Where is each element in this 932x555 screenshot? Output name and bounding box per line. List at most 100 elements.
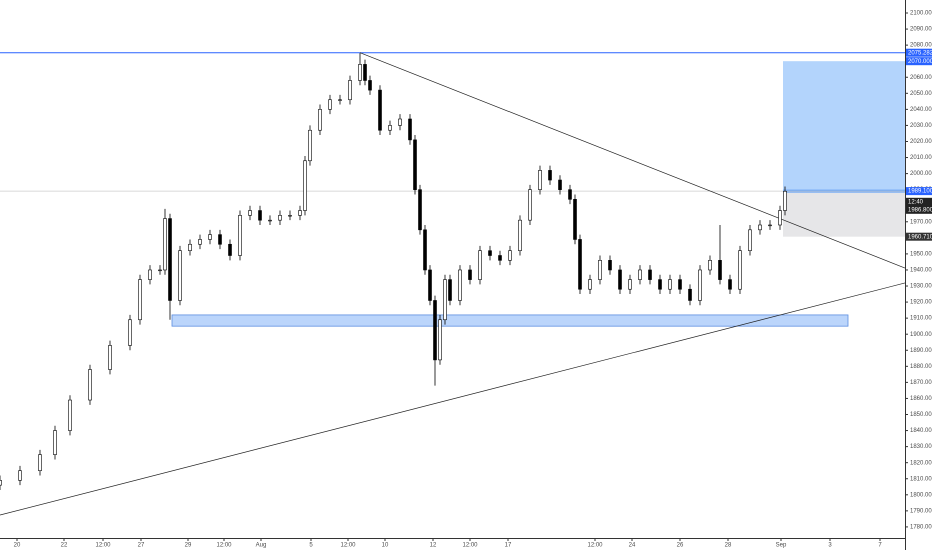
candle-body	[768, 224, 772, 227]
x-tick-label: 12	[430, 543, 437, 549]
candle-body	[738, 250, 742, 290]
y-tick-label: 1870.000	[910, 380, 932, 386]
candle-body	[338, 99, 342, 101]
y-tick-label: 2030.000	[910, 123, 932, 129]
candle-body	[228, 243, 232, 256]
stop-zone	[783, 191, 905, 237]
candle-body	[488, 250, 492, 256]
y-tick-label: 1860.000	[910, 396, 932, 402]
candle-body	[408, 118, 412, 141]
candle-body	[528, 189, 532, 221]
candle-body	[568, 189, 572, 200]
candle-body	[598, 260, 602, 280]
candle-body	[413, 139, 417, 190]
candle-body	[708, 260, 712, 271]
x-tick-label: 12:00	[587, 543, 603, 549]
candle-body	[38, 454, 42, 472]
candle-body	[758, 224, 762, 231]
x-tick-label: 3	[828, 543, 832, 549]
candle-body	[578, 239, 582, 290]
candle-body	[748, 229, 752, 251]
x-tick-label: 5	[309, 543, 313, 549]
candle-body	[318, 109, 322, 131]
candle-body	[458, 269, 462, 301]
candle-body	[728, 279, 732, 290]
y-tick-label: 1840.000	[910, 428, 932, 434]
stop-label-bg	[906, 232, 932, 241]
y-tick-label: 1810.000	[910, 476, 932, 482]
countdown-label: 12:40	[908, 199, 924, 205]
candle-body	[108, 345, 112, 370]
candle-body	[88, 369, 92, 401]
x-tick-label: 29	[185, 543, 192, 549]
candle-body	[558, 179, 562, 190]
candle-body	[218, 234, 222, 245]
y-tick-label: 1830.000	[910, 444, 932, 450]
candle-body	[518, 219, 522, 251]
candle-body	[258, 210, 262, 221]
candle-body	[778, 210, 782, 226]
candle-body	[418, 189, 422, 231]
candle-body	[238, 215, 242, 256]
candle-body	[658, 279, 662, 290]
y-tick-label: 1890.000	[910, 348, 932, 354]
candle-body	[368, 80, 372, 91]
candle-body	[398, 118, 402, 126]
y-tick-label: 1790.000	[910, 508, 932, 514]
candle-body	[498, 255, 502, 261]
x-tick-label: 10	[382, 543, 389, 549]
candle-body	[378, 89, 382, 131]
candle-body	[718, 260, 722, 280]
trendline	[359, 52, 906, 269]
candle-body	[168, 218, 172, 301]
last-price-bg	[906, 197, 932, 214]
y-tick-label: 1940.000	[910, 268, 932, 274]
y-tick-label: 2090.000	[910, 27, 932, 33]
x-tick-label: 12:00	[462, 543, 478, 549]
candle-body	[188, 243, 192, 251]
y-tick-label: 1950.000	[910, 251, 932, 257]
y-tick-label: 1800.000	[910, 492, 932, 498]
candle-body	[618, 269, 622, 290]
candle-body	[668, 279, 672, 290]
y-tick-label: 1880.000	[910, 364, 932, 370]
candle-body	[198, 239, 202, 245]
y-tick-label: 2080.000	[910, 43, 932, 49]
y-tick-label: 1910.000	[910, 316, 932, 322]
candle-body	[298, 210, 302, 216]
x-tick-label: 7	[878, 543, 882, 549]
y-tick-label: 2040.000	[910, 107, 932, 113]
candle-body	[628, 279, 632, 290]
candle-body	[308, 129, 312, 162]
y-tick-label: 1780.000	[910, 524, 932, 530]
target-label: 2070.000	[908, 59, 932, 65]
x-tick-label: 22	[61, 543, 68, 549]
candle-body	[648, 269, 652, 280]
candle-body	[783, 190, 787, 211]
candle-body	[363, 64, 367, 81]
entry-label-bg	[906, 187, 932, 196]
y-tick-label: 2100.000	[910, 11, 932, 17]
candle-body	[348, 80, 352, 101]
target-label-bg	[906, 57, 932, 66]
candle-body	[358, 64, 362, 81]
x-tick-label: 27	[138, 543, 145, 549]
candle-body	[448, 279, 452, 301]
candle-body	[678, 279, 682, 290]
candle-body	[548, 170, 552, 181]
candle-body	[278, 215, 282, 221]
candle-body	[388, 125, 392, 131]
candle-body	[18, 470, 22, 481]
trendline	[0, 282, 906, 516]
candle-body	[208, 234, 212, 240]
candle-body	[248, 210, 252, 216]
x-tick-label: Sep	[776, 543, 787, 549]
x-tick-label: 26	[677, 543, 684, 549]
candle-body	[53, 430, 57, 455]
x-tick-label: 24	[629, 543, 636, 549]
candle-body	[433, 300, 437, 361]
candle-body	[268, 219, 272, 222]
candle-body	[423, 229, 427, 271]
